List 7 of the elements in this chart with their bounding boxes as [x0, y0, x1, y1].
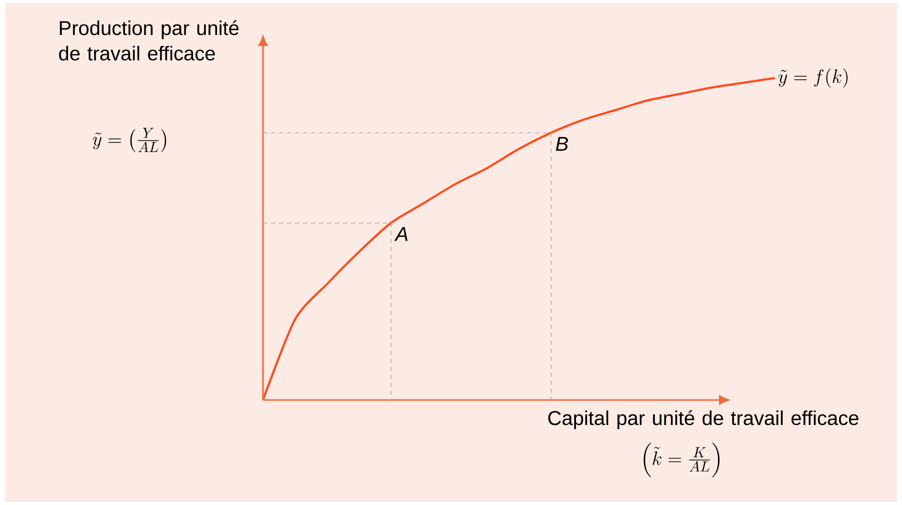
annotation: A — [394, 227, 408, 241]
annotation: B — [556, 137, 568, 151]
series-label: $\tilde{y} = f(k)$ — [778, 68, 848, 88]
text: $\tilde{y} = \left(\frac{Y}{AL}\right)$ — [92, 128, 166, 152]
y-axis-title: Production par unité de travail efficace — [59, 20, 239, 61]
x-axis-title: Capital par unité de travail efficace — [548, 410, 858, 430]
text: $\left(\tilde{k} = \frac{K}{AL}\right)$ — [644, 442, 720, 478]
